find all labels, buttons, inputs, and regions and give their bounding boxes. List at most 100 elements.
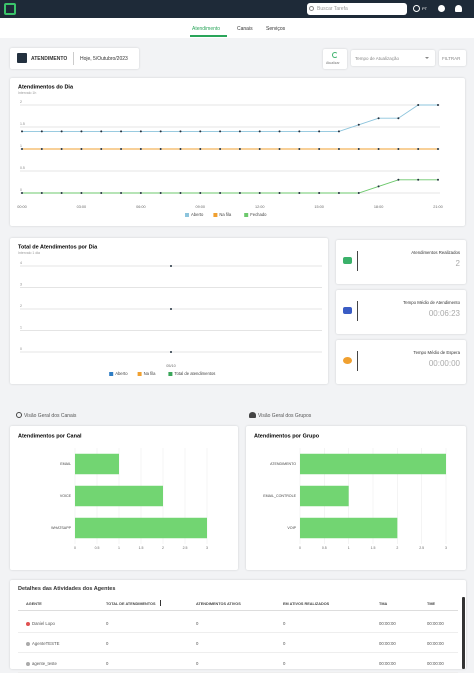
data-point	[357, 192, 360, 194]
data-point	[437, 104, 439, 106]
data-point	[278, 130, 281, 133]
legend-label: Aberto	[191, 212, 204, 217]
x-tick-label: 1	[118, 546, 120, 550]
legend-swatch	[109, 372, 114, 376]
chart: Atendimentos por Canal 0 0.5 1 1.5 2 2.5 3 EMAIL…	[18, 433, 208, 550]
data-point	[258, 148, 261, 150]
data-point	[139, 148, 142, 150]
data-point	[21, 130, 23, 133]
header-date: Hoje, 5/Outubro/2023	[80, 56, 128, 62]
user-icon[interactable]	[455, 5, 462, 12]
legend-swatch	[244, 213, 249, 217]
data-point	[159, 192, 162, 194]
table-cell: 00:00:00	[379, 661, 396, 666]
nav-item[interactable]: Canais	[237, 26, 253, 32]
x-tick-label: 0	[74, 546, 76, 550]
data-point	[417, 148, 420, 150]
y-tick-label: EMAIL	[60, 462, 71, 466]
nav-item[interactable]: Atendimento	[192, 26, 221, 32]
table-cell: 0	[283, 661, 286, 666]
kpi-icon	[343, 257, 352, 264]
kpi-value: 2	[455, 259, 460, 268]
kpi-card: Tempo Médio de Espera 00:00:00	[336, 340, 466, 384]
table-cell: 0	[106, 621, 109, 626]
kpi-icon	[343, 357, 352, 364]
scrollbar[interactable]	[462, 597, 465, 669]
status-dot	[26, 622, 30, 626]
x-tick-label: 0.5	[322, 546, 327, 550]
data-point	[437, 178, 439, 181]
legend-label: Aberto	[115, 371, 128, 376]
x-tick-label: 21:00	[433, 205, 443, 209]
status-dot	[26, 662, 30, 666]
kpi-label: Tempo Médio de Espera	[413, 350, 460, 355]
header-icon	[17, 53, 27, 63]
kpi-card: Tempo Médio de Atendimento 00:06:23	[336, 290, 466, 334]
search-box[interactable]: Buscar Tarefa	[307, 3, 407, 15]
chart-title: Atendimentos por Canal	[18, 433, 82, 439]
column-header: ATENDIMENTOS ATIVOS	[196, 602, 241, 606]
table-cell: 0	[283, 621, 286, 626]
data-point	[199, 192, 202, 194]
chart: Atendimentos por Grupo 0 0.5 1 1.5 2 2.5 3 ATEND…	[254, 433, 447, 550]
settings-icon[interactable]	[438, 5, 445, 12]
filter-button[interactable]: FILTRAR	[439, 50, 466, 66]
select-label: Tempo de Atualização	[355, 56, 400, 61]
kpi-label: Tempo Médio de Atendimento	[403, 300, 460, 305]
data-point	[298, 130, 301, 133]
data-point	[377, 148, 380, 150]
refresh-button[interactable]: Atualizar	[323, 49, 347, 69]
language[interactable]: PT	[422, 6, 428, 11]
globe-icon[interactable]	[413, 5, 420, 12]
table-cell: 00:00:00	[379, 641, 396, 646]
data-point	[219, 148, 222, 150]
x-tick-label: 1.5	[139, 546, 144, 550]
nav-item[interactable]: Serviços	[266, 26, 286, 32]
data-point	[318, 192, 321, 194]
data-point	[357, 148, 360, 150]
column-header: EM ATIVOS REALIZADOS	[283, 602, 330, 606]
data-point	[397, 117, 400, 120]
kpi-value: 00:00:00	[428, 359, 460, 368]
legend-label: Na fila	[144, 371, 157, 376]
table-cell: 0	[196, 621, 199, 626]
row-divider	[18, 652, 458, 653]
data-point	[170, 351, 172, 353]
data-point	[199, 130, 202, 133]
header-card: ATENDIMENTO Hoje, 5/Outubro/2023	[10, 48, 139, 69]
data-point	[397, 148, 400, 150]
legend-swatch	[137, 372, 142, 376]
logo[interactable]	[4, 3, 16, 15]
data-point	[60, 192, 63, 194]
x-tick-label: 06:00	[136, 205, 146, 209]
legend-swatch	[185, 213, 189, 217]
data-point	[100, 130, 103, 133]
data-point	[40, 130, 43, 133]
divider	[357, 251, 358, 271]
y-tick-label: 3	[20, 282, 22, 286]
x-tick-label: 0.5	[95, 546, 100, 550]
data-point	[219, 192, 222, 194]
data-point	[120, 192, 123, 194]
data-point	[258, 192, 261, 194]
series-line	[22, 179, 438, 194]
x-tick-label: 18:00	[374, 205, 384, 209]
data-point	[337, 130, 340, 133]
refresh-select[interactable]: Tempo de Atualização	[351, 50, 435, 66]
x-tick-label: 05/10	[166, 364, 176, 368]
table-cell: 0	[196, 661, 199, 666]
divider	[357, 351, 358, 371]
legend-label: Na fila	[219, 212, 232, 217]
divider	[73, 52, 74, 65]
data-point	[377, 185, 380, 188]
y-tick-label: ATENDIMENTO	[270, 462, 296, 466]
bar	[300, 485, 349, 507]
section-label: Visão Geral dos Grupos	[258, 413, 312, 419]
data-point	[21, 148, 23, 150]
column-header: TOTAL DE ATENDIMENTOS	[106, 602, 156, 606]
refresh-icon	[332, 52, 338, 58]
kpi-icon	[343, 307, 352, 314]
table-cell: agente_teste	[32, 661, 57, 666]
header-title: ATENDIMENTO	[31, 56, 68, 62]
